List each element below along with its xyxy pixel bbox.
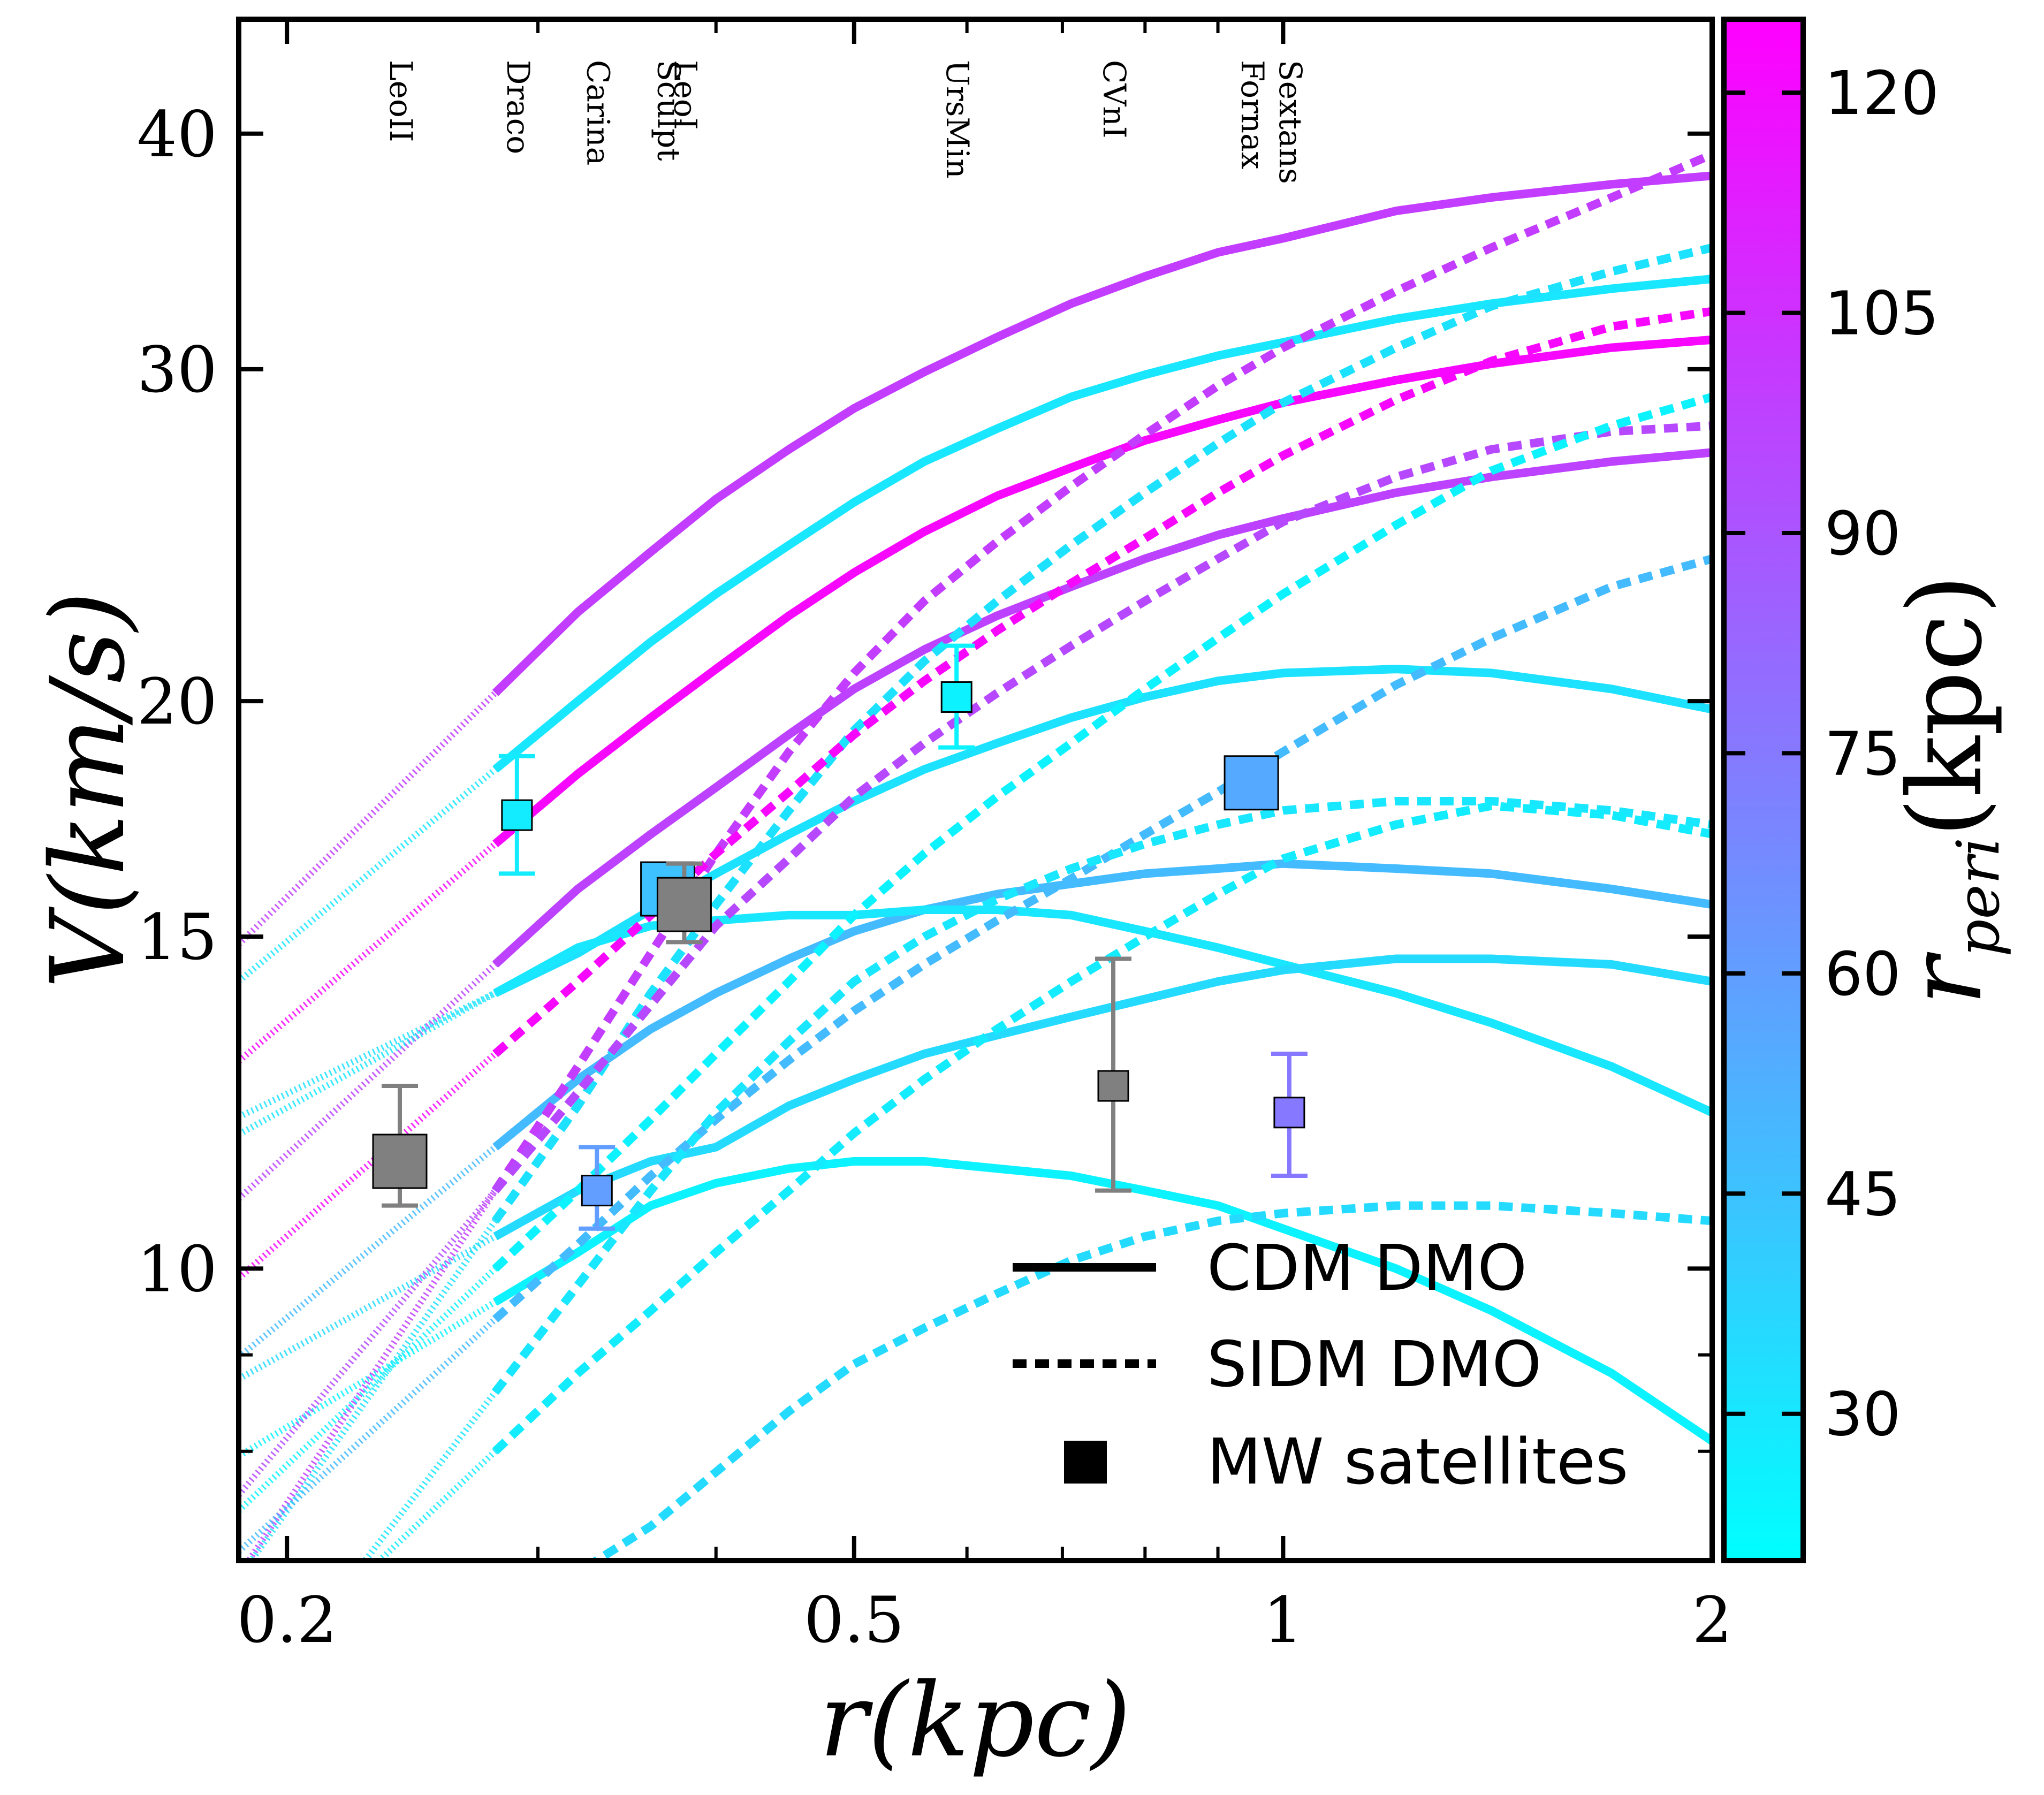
colorbar-tick-label: 75 <box>1825 719 1901 789</box>
series-line-cdm-1 <box>492 171 1712 696</box>
x-tick-label: 0.2 <box>237 1583 337 1657</box>
y-tick-label: 15 <box>137 900 217 974</box>
legend: CDM DMO SIDM DMO MW satellites <box>1013 1231 1628 1499</box>
legend-satellite-marker <box>1064 1441 1107 1484</box>
galaxy-label-leoii: LeoII <box>383 60 419 142</box>
satellite-points <box>372 643 1308 1231</box>
x-axis-title: r(kpc) <box>819 1661 1131 1779</box>
satellite-point-sextans <box>1273 1097 1305 1129</box>
legend-satellite-label: MW satellites <box>1207 1425 1628 1499</box>
galaxy-label-draco: Draco <box>500 60 536 154</box>
y-tick-label: 40 <box>137 97 217 171</box>
y-tick-label: 10 <box>137 1232 217 1306</box>
galaxy-label-ursmin: UrsMin <box>939 60 976 179</box>
series-line-sidm-13 <box>492 421 1712 1193</box>
colorbar-ticks: 30 45 60 75 90 105 120 <box>1724 59 1939 1450</box>
galaxy-label-cvni: CVnI <box>1096 60 1133 139</box>
satellite-point-cvni <box>1097 1070 1129 1102</box>
satellite-point-fornax <box>1224 755 1279 811</box>
series-extrapolation-4 <box>239 962 498 1201</box>
series-line-sidm-18 <box>588 1201 1712 1561</box>
colorbar-tick-label: 105 <box>1825 279 1939 349</box>
series-extrapolation-1 <box>239 690 498 947</box>
series-line-sidm-11 <box>491 244 1712 1223</box>
colorbar-title-sub: peri <box>1944 838 2012 957</box>
colorbar-title-main: r <box>1886 952 2004 1006</box>
galaxy-label-sculpt: Sculpt <box>651 60 687 161</box>
series-line-sidm-17 <box>492 801 1712 1455</box>
x-tick-label: 0.5 <box>804 1583 905 1657</box>
series-line-cdm-2 <box>492 275 1712 773</box>
legend-sidm-label: SIDM DMO <box>1207 1327 1541 1401</box>
series-line-cdm-3 <box>492 335 1712 847</box>
series-line-cdm-4 <box>492 448 1712 968</box>
series-extrapolation-13 <box>239 1188 498 1497</box>
legend-cdm-label: CDM DMO <box>1207 1231 1527 1305</box>
series-extrapolation-11 <box>247 1219 498 1561</box>
colorbar-tick-label: 45 <box>1825 1160 1901 1229</box>
colorbar-tick-label: 120 <box>1825 59 1939 128</box>
plot-frame <box>236 17 1715 1563</box>
y-axis-title: V(km/s) <box>29 591 147 988</box>
series-line-sidm-14 <box>492 393 1712 1272</box>
series-extrapolation-14 <box>239 1266 498 1513</box>
axes: 0.2 0.5 1 2 10 15 20 30 40 <box>137 19 1733 1657</box>
colorbar-tick-label: 60 <box>1825 940 1901 1009</box>
galaxy-label-fornax: Fornax <box>1234 60 1271 169</box>
series-extrapolation-8 <box>239 1234 497 1382</box>
series-extrapolation-9 <box>239 1299 497 1459</box>
colorbar: 30 45 60 75 90 105 120 rperi(kpc) <box>1721 17 2012 1563</box>
satellite-point-leoii <box>372 1134 428 1189</box>
series-extrapolation-3 <box>239 841 498 1064</box>
satellite-point-ursmin <box>940 681 972 713</box>
colorbar-tick-label: 90 <box>1825 499 1901 569</box>
colorbar-title-unit: (kpc) <box>1886 574 2004 837</box>
series-line-cdm-9 <box>493 1157 1712 1445</box>
series-extrapolation-7 <box>239 990 497 1137</box>
series-line-cdm-6 <box>492 859 1712 1151</box>
series-line-sidm-16 <box>491 797 1712 1395</box>
colorbar-gradient <box>1721 17 1806 1563</box>
satellite-point-draco <box>501 799 533 831</box>
series-line-sidm-15 <box>492 554 1712 1322</box>
y-tick-label: 20 <box>137 665 217 739</box>
x-tick-label: 2 <box>1692 1583 1732 1657</box>
series-extrapolation-5 <box>239 990 497 1120</box>
galaxy-label-carina: Carina <box>580 60 616 165</box>
series-extrapolation-6 <box>239 1144 498 1360</box>
colorbar-tick-label: 30 <box>1825 1380 1901 1450</box>
y-tick-label: 30 <box>137 333 217 407</box>
x-tick-label: 1 <box>1263 1583 1303 1657</box>
series-extrapolation-17 <box>375 1449 498 1561</box>
series-layer <box>239 150 1712 1795</box>
galaxy-label-sextans: Sextans <box>1272 60 1309 184</box>
colorbar-title: rperi(kpc) <box>1886 574 2012 1006</box>
satellite-point-leoi <box>656 877 712 932</box>
galaxy-label-leoi: LeoI <box>667 60 703 130</box>
satellite-point-carina <box>581 1175 613 1207</box>
series-extrapolation-18 <box>239 1634 495 1795</box>
